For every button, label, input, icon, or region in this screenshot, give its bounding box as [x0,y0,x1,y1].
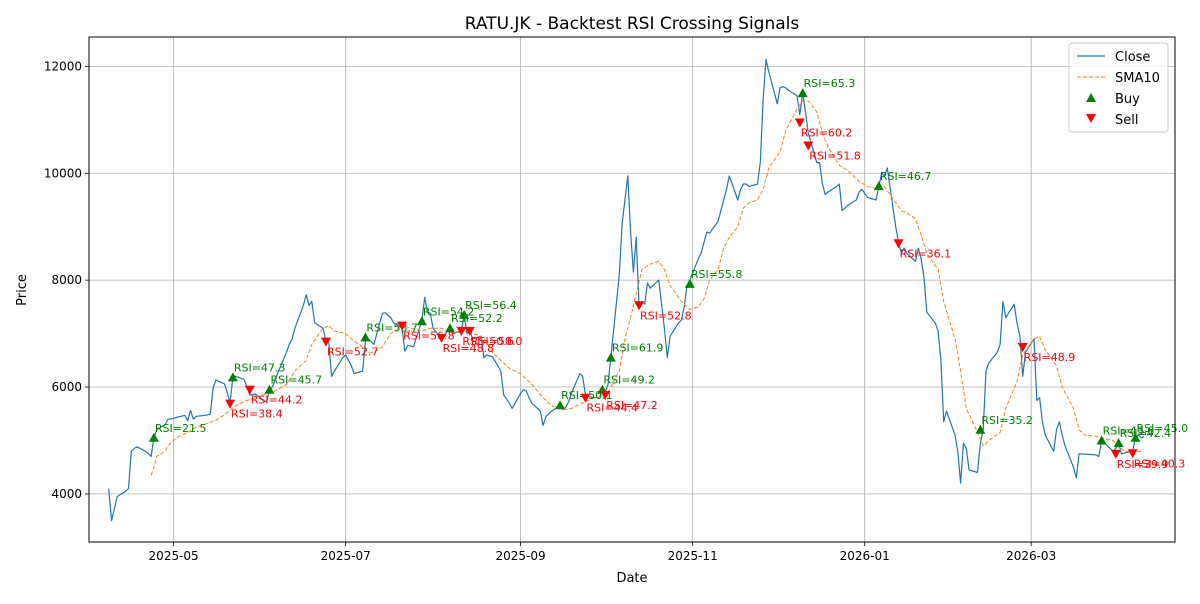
buy-signal-label: RSI=61.9 [612,342,664,355]
buy-signal-label: RSI=46.7 [880,170,932,183]
x-tick-label: 2025-11 [668,549,718,563]
buy-signal-marker [459,309,470,319]
legend: Close SMA10 Buy Sell [1068,42,1169,133]
sell-signal-marker [803,141,814,151]
sell-signal-marker [1110,449,1121,459]
sell-signal-marker [1017,342,1028,352]
sell-signal-label: RSI=51.8 [809,149,861,162]
buy-signal-marker [227,372,238,382]
sell-signal-label: RSI=56.8 [403,330,455,343]
buy-signal-label: RSI=55.8 [691,268,743,281]
sell-signal-label: RSI=48.9 [1024,351,1076,364]
sell-signal-marker [225,399,236,409]
sell-signal-marker [320,337,331,347]
sell-signal-marker [600,391,611,401]
legend-sell-label: Sell [1115,113,1138,128]
x-tick-label: 2026-03 [1006,549,1056,563]
legend-box [1068,42,1169,133]
buy-signal-label: RSI=65.3 [804,77,856,90]
sell-signal-label: RSI=38.4 [231,408,283,421]
x-tick-label: 2025-05 [149,549,199,563]
sell-signal-label: RSI=40.3 [1134,457,1186,470]
x-tick-label: 2025-07 [321,549,371,563]
buy-signal-label: RSI=49.2 [603,374,655,387]
buy-signal-marker [555,400,566,410]
legend-sell-marker [1086,114,1096,123]
buy-signal-marker [797,88,808,98]
buy-signal-marker [605,352,616,362]
buy-signal-label: RSI=43.6 [1103,424,1155,437]
buy-signal-marker [445,323,456,333]
close-series-layer [108,58,1145,522]
buy-signal-label: RSI=21.5 [155,422,207,435]
sell-signal-marker [580,393,591,403]
close-price-line [108,58,1145,522]
legend-close-label: Close [1115,50,1150,65]
buy-signal-marker [975,424,986,434]
sell-signal-label: RSI=60.2 [801,127,853,140]
y-tick-label: 10000 [44,166,82,180]
sell-signal-label: RSI=50.6 [462,335,514,348]
sell-signal-label: RSI=52.8 [640,309,692,322]
sell-signal-label: RSI=50.0 [471,335,523,348]
y-tick-label: 6000 [51,380,82,394]
buy-signal-label: RSI=45.7 [271,374,323,387]
sell-signal-label: RSI=36.1 [900,247,952,260]
sell-signal-marker [1127,449,1138,459]
sell-signal-marker [244,385,255,395]
signal-layer: RSI=21.5RSI=47.3RSI=45.7RSI=53.7RSI=54.2… [148,77,1189,471]
buy-signal-label: RSI=52.2 [451,312,503,325]
buy-signal-marker [148,432,159,442]
sell-signal-marker [436,333,447,343]
y-tick-label: 8000 [51,273,82,287]
buy-signal-marker [360,332,371,342]
buy-signal-marker [684,278,695,288]
sell-signal-label: RSI=39.9 [1117,458,1169,471]
chart-title: RATU.JK - Backtest RSI Crossing Signals [465,14,800,34]
plot-frame [88,36,1176,543]
sell-signal-marker [634,301,645,311]
sell-signal-label: RSI=52.7 [327,346,379,359]
sma-series-layer [150,100,1145,476]
legend-buy-marker [1086,93,1096,102]
y-tick-label: 12000 [44,59,82,73]
buy-signal-label: RSI=42.4 [1120,427,1172,440]
buy-signal-label: RSI=35.2 [981,414,1033,427]
y-axis-label: Price [15,274,30,306]
y-axis: 4000 6000 8000 10000 12000 [44,59,89,501]
sell-signal-marker [464,326,475,336]
buy-signal-marker [264,384,275,394]
sell-signal-marker [893,239,904,249]
grid [89,37,1175,542]
sell-signal-label: RSI=44.2 [251,394,303,407]
buy-signal-label: RSI=56.4 [465,299,517,312]
buy-signal-marker [416,316,427,326]
y-tick-label: 4000 [51,487,82,501]
buy-signal-label: RSI=47.3 [234,361,286,374]
sell-signal-label: RSI=47.2 [606,399,658,412]
buy-signal-label: RSI=45.0 [1137,422,1189,435]
legend-sma-label: SMA10 [1115,71,1160,86]
sell-signal-marker [397,321,408,331]
buy-signal-marker [1130,432,1141,442]
x-tick-label: 2025-09 [496,549,546,563]
sell-signal-label: RSI=44.4 [586,402,638,415]
buy-signal-marker [873,181,884,191]
sell-signal-label: RSI=48.8 [443,342,495,355]
x-axis-label: Date [616,571,647,586]
sma10-line [150,100,1145,476]
x-axis: 2025-05 2025-07 2025-09 2025-11 2026-01 2026-… [149,542,1056,563]
legend-buy-label: Buy [1115,92,1140,107]
x-tick-label: 2026-01 [840,549,890,563]
sell-signal-marker [456,326,467,336]
sell-signal-marker [794,118,805,128]
buy-signal-marker [1113,438,1124,448]
buy-signal-marker [1096,435,1107,445]
